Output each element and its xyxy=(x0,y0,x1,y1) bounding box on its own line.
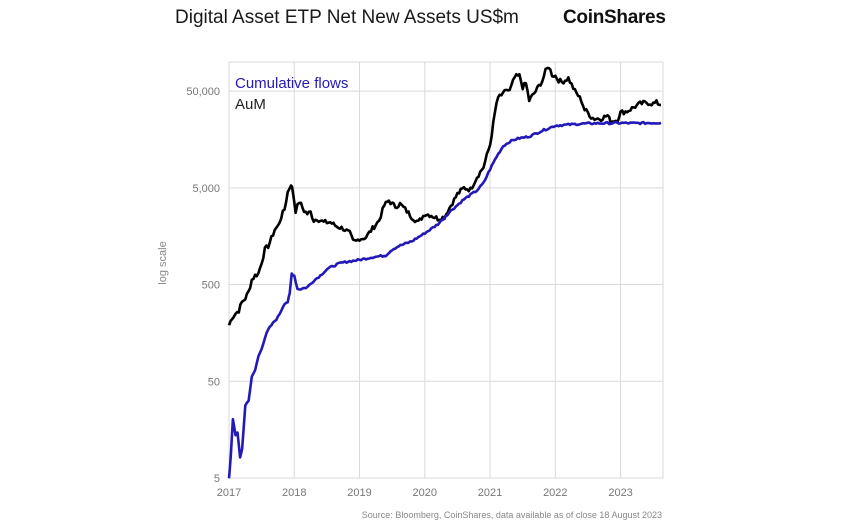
legend-aum: AuM xyxy=(235,96,266,113)
x-tick-label: 2019 xyxy=(347,487,371,499)
series-line-cumulative-flows xyxy=(227,120,662,479)
y-tick-label: 50 xyxy=(208,376,220,388)
y-tick-label: 5 xyxy=(214,473,220,485)
x-axis-ticks: 2017 2018 2019 2020 2021 2022 2023 xyxy=(217,487,633,499)
source-note: Source: Bloomberg, CoinShares, data avai… xyxy=(361,510,662,520)
chart-title: Digital Asset ETP Net New Assets US$m xyxy=(175,7,519,28)
x-tick-label: 2020 xyxy=(413,487,437,499)
y-axis-ticks: 5 50 500 5,000 50,000 xyxy=(186,86,220,485)
series-lines xyxy=(227,66,662,479)
x-tick-label: 2017 xyxy=(217,487,241,499)
x-tick-label: 2023 xyxy=(608,487,632,499)
legend-cumulative-flows: Cumulative flows xyxy=(235,75,348,92)
grid-lines xyxy=(228,61,664,479)
x-tick-label: 2018 xyxy=(282,487,306,499)
x-tick-label: 2022 xyxy=(543,487,567,499)
x-tick-label: 2021 xyxy=(478,487,502,499)
y-axis-label: log scale xyxy=(157,241,169,284)
y-tick-label: 50,000 xyxy=(186,86,220,98)
y-tick-label: 5,000 xyxy=(192,183,220,195)
y-tick-label: 500 xyxy=(202,280,220,292)
coinshares-logo: CoinShares xyxy=(563,7,666,28)
